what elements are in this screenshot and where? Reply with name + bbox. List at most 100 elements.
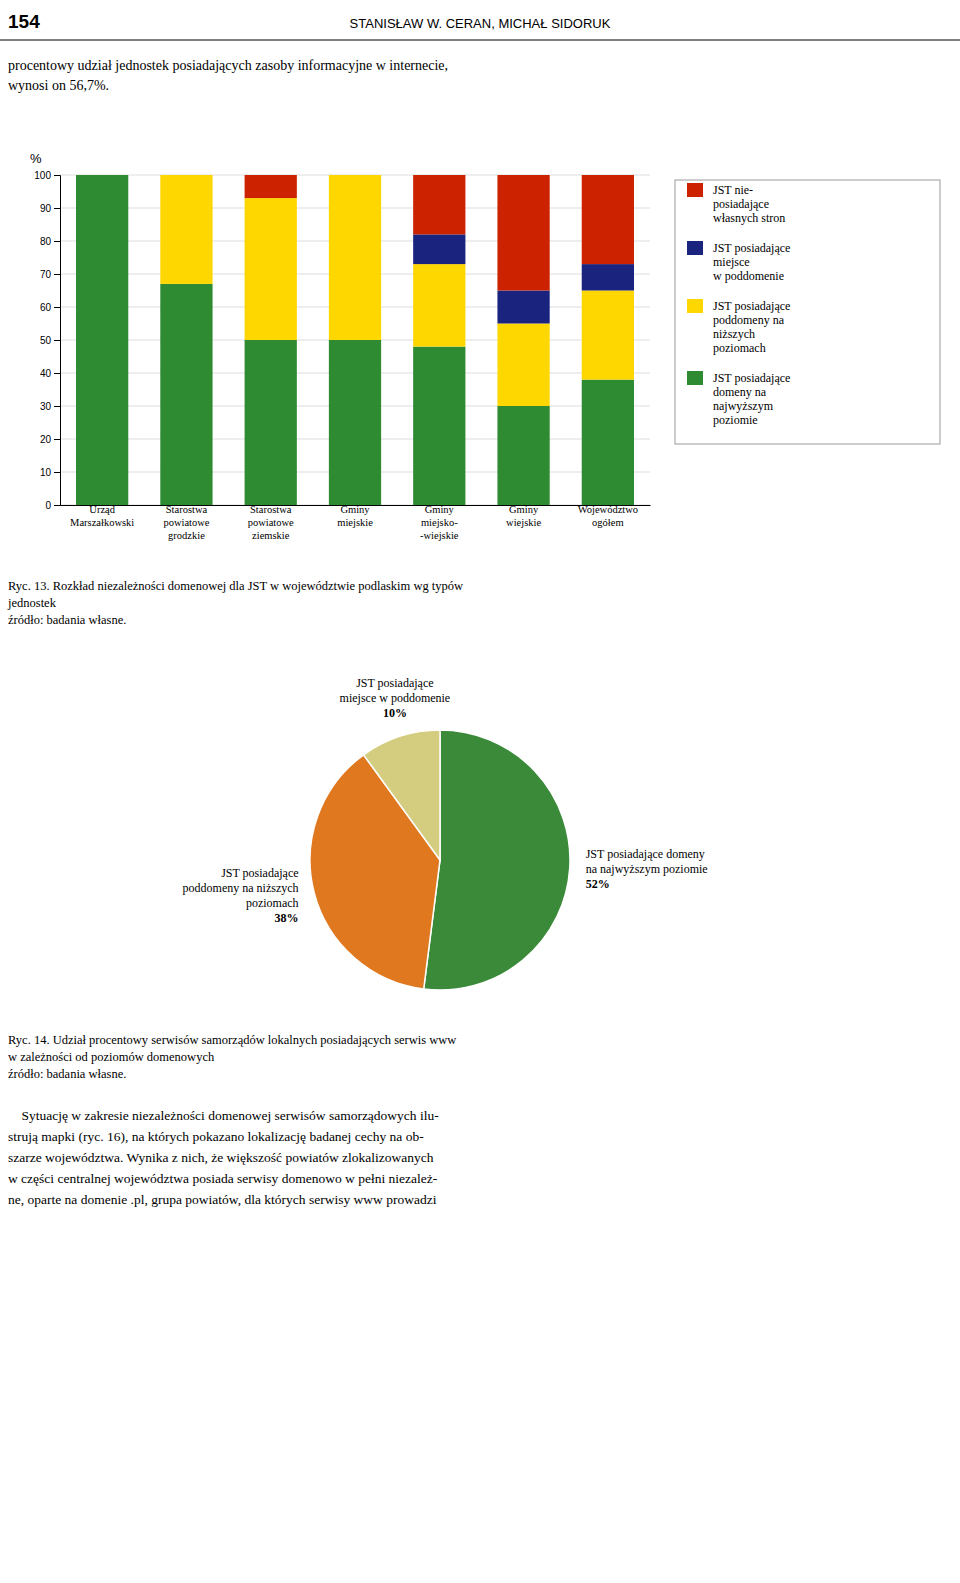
bar-segment: [413, 264, 465, 347]
pie-category-label: JST posiadające domenyna najwyższym pozi…: [586, 847, 708, 876]
chart-subtitle: źródło: badania własne.: [8, 1067, 126, 1081]
text-line: Gminy: [425, 504, 455, 515]
text-line: Województwo: [578, 504, 638, 515]
page-header: 154: [8, 11, 40, 32]
body-text: Sytuację w zakresie niezależności domeno…: [8, 1108, 439, 1207]
text-line: wiejskie: [506, 517, 541, 528]
bar-series: [245, 175, 634, 291]
text-line: Ryc. 13. Rozkład niezależności domenowej…: [8, 579, 463, 593]
y-tick: 90: [40, 203, 60, 214]
text-line: strują mapki (ryc. 16), na których pokaz…: [8, 1129, 424, 1144]
bar-segment: [76, 175, 128, 176]
y-axis: 0 10 20 30 40 50 60 70 80 90 100: [34, 170, 60, 511]
bar-segment: [76, 175, 128, 176]
text-line: Gminy: [340, 504, 370, 515]
pie-slice: [364, 730, 440, 860]
y-tick-label: 70: [40, 269, 52, 280]
y-tick: 10: [40, 467, 60, 478]
text-line: Starostwa: [250, 504, 292, 515]
text-line: miejskie: [337, 517, 373, 528]
y-tick-mark: [54, 241, 60, 242]
x-tick-label: Gminy miejskie: [337, 504, 373, 528]
bar-segment: [160, 175, 212, 284]
legend-swatch: [687, 299, 703, 313]
y-tick-label: 60: [40, 302, 52, 313]
grid: [60, 175, 650, 505]
text-line: Starostwa: [166, 504, 208, 515]
legend-label: JST posiadającedomeny nanajwyższympoziom…: [713, 371, 790, 427]
y-tick-mark: [54, 505, 60, 506]
bar-segment: [76, 175, 128, 176]
legend-item: JST posiadającemiejscew poddomenie: [687, 241, 790, 283]
y-tick-label: 50: [40, 335, 52, 346]
pie-slice: [424, 730, 570, 990]
bar-segment: [329, 340, 381, 505]
y-tick: 20: [40, 434, 60, 445]
legend-label: JST posiadającepoddomeny naniższychpozio…: [713, 299, 790, 355]
bar-segment: [582, 291, 634, 380]
y-axis-title: %: [30, 151, 42, 166]
bar-series: [76, 175, 634, 505]
x-tick: Gminy miejskie: [337, 504, 373, 528]
bar-segment: [245, 340, 297, 505]
legend-label: JST posiadającemiejscew poddomenie: [713, 241, 790, 283]
y-tick-label: 30: [40, 401, 52, 412]
text-line: procentowy udział jednostek posiadającyc…: [8, 58, 448, 73]
bar-segment: [160, 175, 212, 176]
x-tick: Gminywiejskie: [506, 504, 541, 528]
intro-text: procentowy udział jednostek posiadającyc…: [8, 58, 448, 93]
x-tick-label: Starostwapowiatowegrodzkie: [163, 504, 209, 541]
y-tick: 60: [40, 302, 60, 313]
legend-label: JST nie-posiadającewłasnych stron: [713, 183, 785, 225]
y-tick-mark: [54, 472, 60, 473]
text-line: poziomach: [713, 341, 766, 355]
y-tick-label: 40: [40, 368, 52, 379]
bar-segment: [245, 198, 297, 340]
bar-series: [160, 175, 634, 406]
x-tick: UrządMarszałkowski: [70, 504, 134, 528]
y-tick: 80: [40, 236, 60, 247]
x-tick: Starostwapowiatoweziemskie: [248, 504, 294, 541]
legend-swatch: [687, 241, 703, 255]
bars: [76, 175, 634, 505]
text-line: wynosi on 56,7%.: [8, 78, 109, 93]
x-axis: UrządMarszałkowski Starostwapowiatowegrod…: [61, 504, 651, 541]
text-line: w zależności od poziomów domenowych: [8, 1050, 215, 1064]
y-tick-mark: [54, 274, 60, 275]
text-line: ziemskie: [252, 530, 290, 541]
pie-category-label: JST posiadającemiejsce w poddomenie: [340, 676, 451, 705]
legend-item: JST posiadającepoddomeny naniższychpozio…: [687, 299, 790, 355]
text-line: grodzkie: [168, 530, 205, 541]
y-tick-mark: [54, 307, 60, 308]
page: 154STANISŁAW W. CERAN, MICHAŁ SIDORUKpro…: [0, 0, 960, 1583]
text-line: miejsce: [713, 255, 750, 269]
text-line: na najwyższym poziomie: [586, 862, 708, 876]
text-line: w poddomenie: [713, 269, 784, 283]
x-tick-label: Województwoogółem: [578, 504, 638, 528]
legend-swatch: [687, 371, 703, 385]
pie-category-label: JST posiadającepoddomeny na niższychpozi…: [183, 866, 299, 910]
header-rule: [0, 40, 960, 41]
x-tick-label: Gminymiejsko--wiejskie: [420, 504, 459, 541]
bar-segment: [329, 175, 381, 176]
text-line: Ryc. 14. Udział procentowy serwisów samo…: [8, 1033, 456, 1047]
text-line: poziomie: [713, 413, 758, 427]
text-line: posiadające: [713, 197, 769, 211]
text-line: JST posiadające: [713, 371, 790, 385]
y-tick: 30: [40, 401, 60, 412]
bar-segment: [76, 175, 128, 505]
bar-segment: [582, 175, 634, 264]
y-tick-mark: [54, 439, 60, 440]
bar-segment: [413, 234, 465, 264]
legend-item: JST nie-posiadającewłasnych stron: [687, 183, 785, 225]
text-line: jednostek: [7, 596, 57, 610]
text-line: Sytuację w zakresie niezależności domeno…: [8, 1108, 439, 1123]
pie-value-label: 38%: [275, 911, 299, 925]
x-tick: Starostwapowiatowegrodzkie: [163, 504, 209, 541]
y-tick-label: 90: [40, 203, 52, 214]
x-tick-label: UrządMarszałkowski: [70, 504, 134, 528]
y-tick-label: 0: [45, 500, 51, 511]
y-tick: 100: [34, 170, 60, 181]
pie-value-label: 10%: [383, 706, 407, 720]
x-tick: Województwoogółem: [578, 504, 638, 528]
